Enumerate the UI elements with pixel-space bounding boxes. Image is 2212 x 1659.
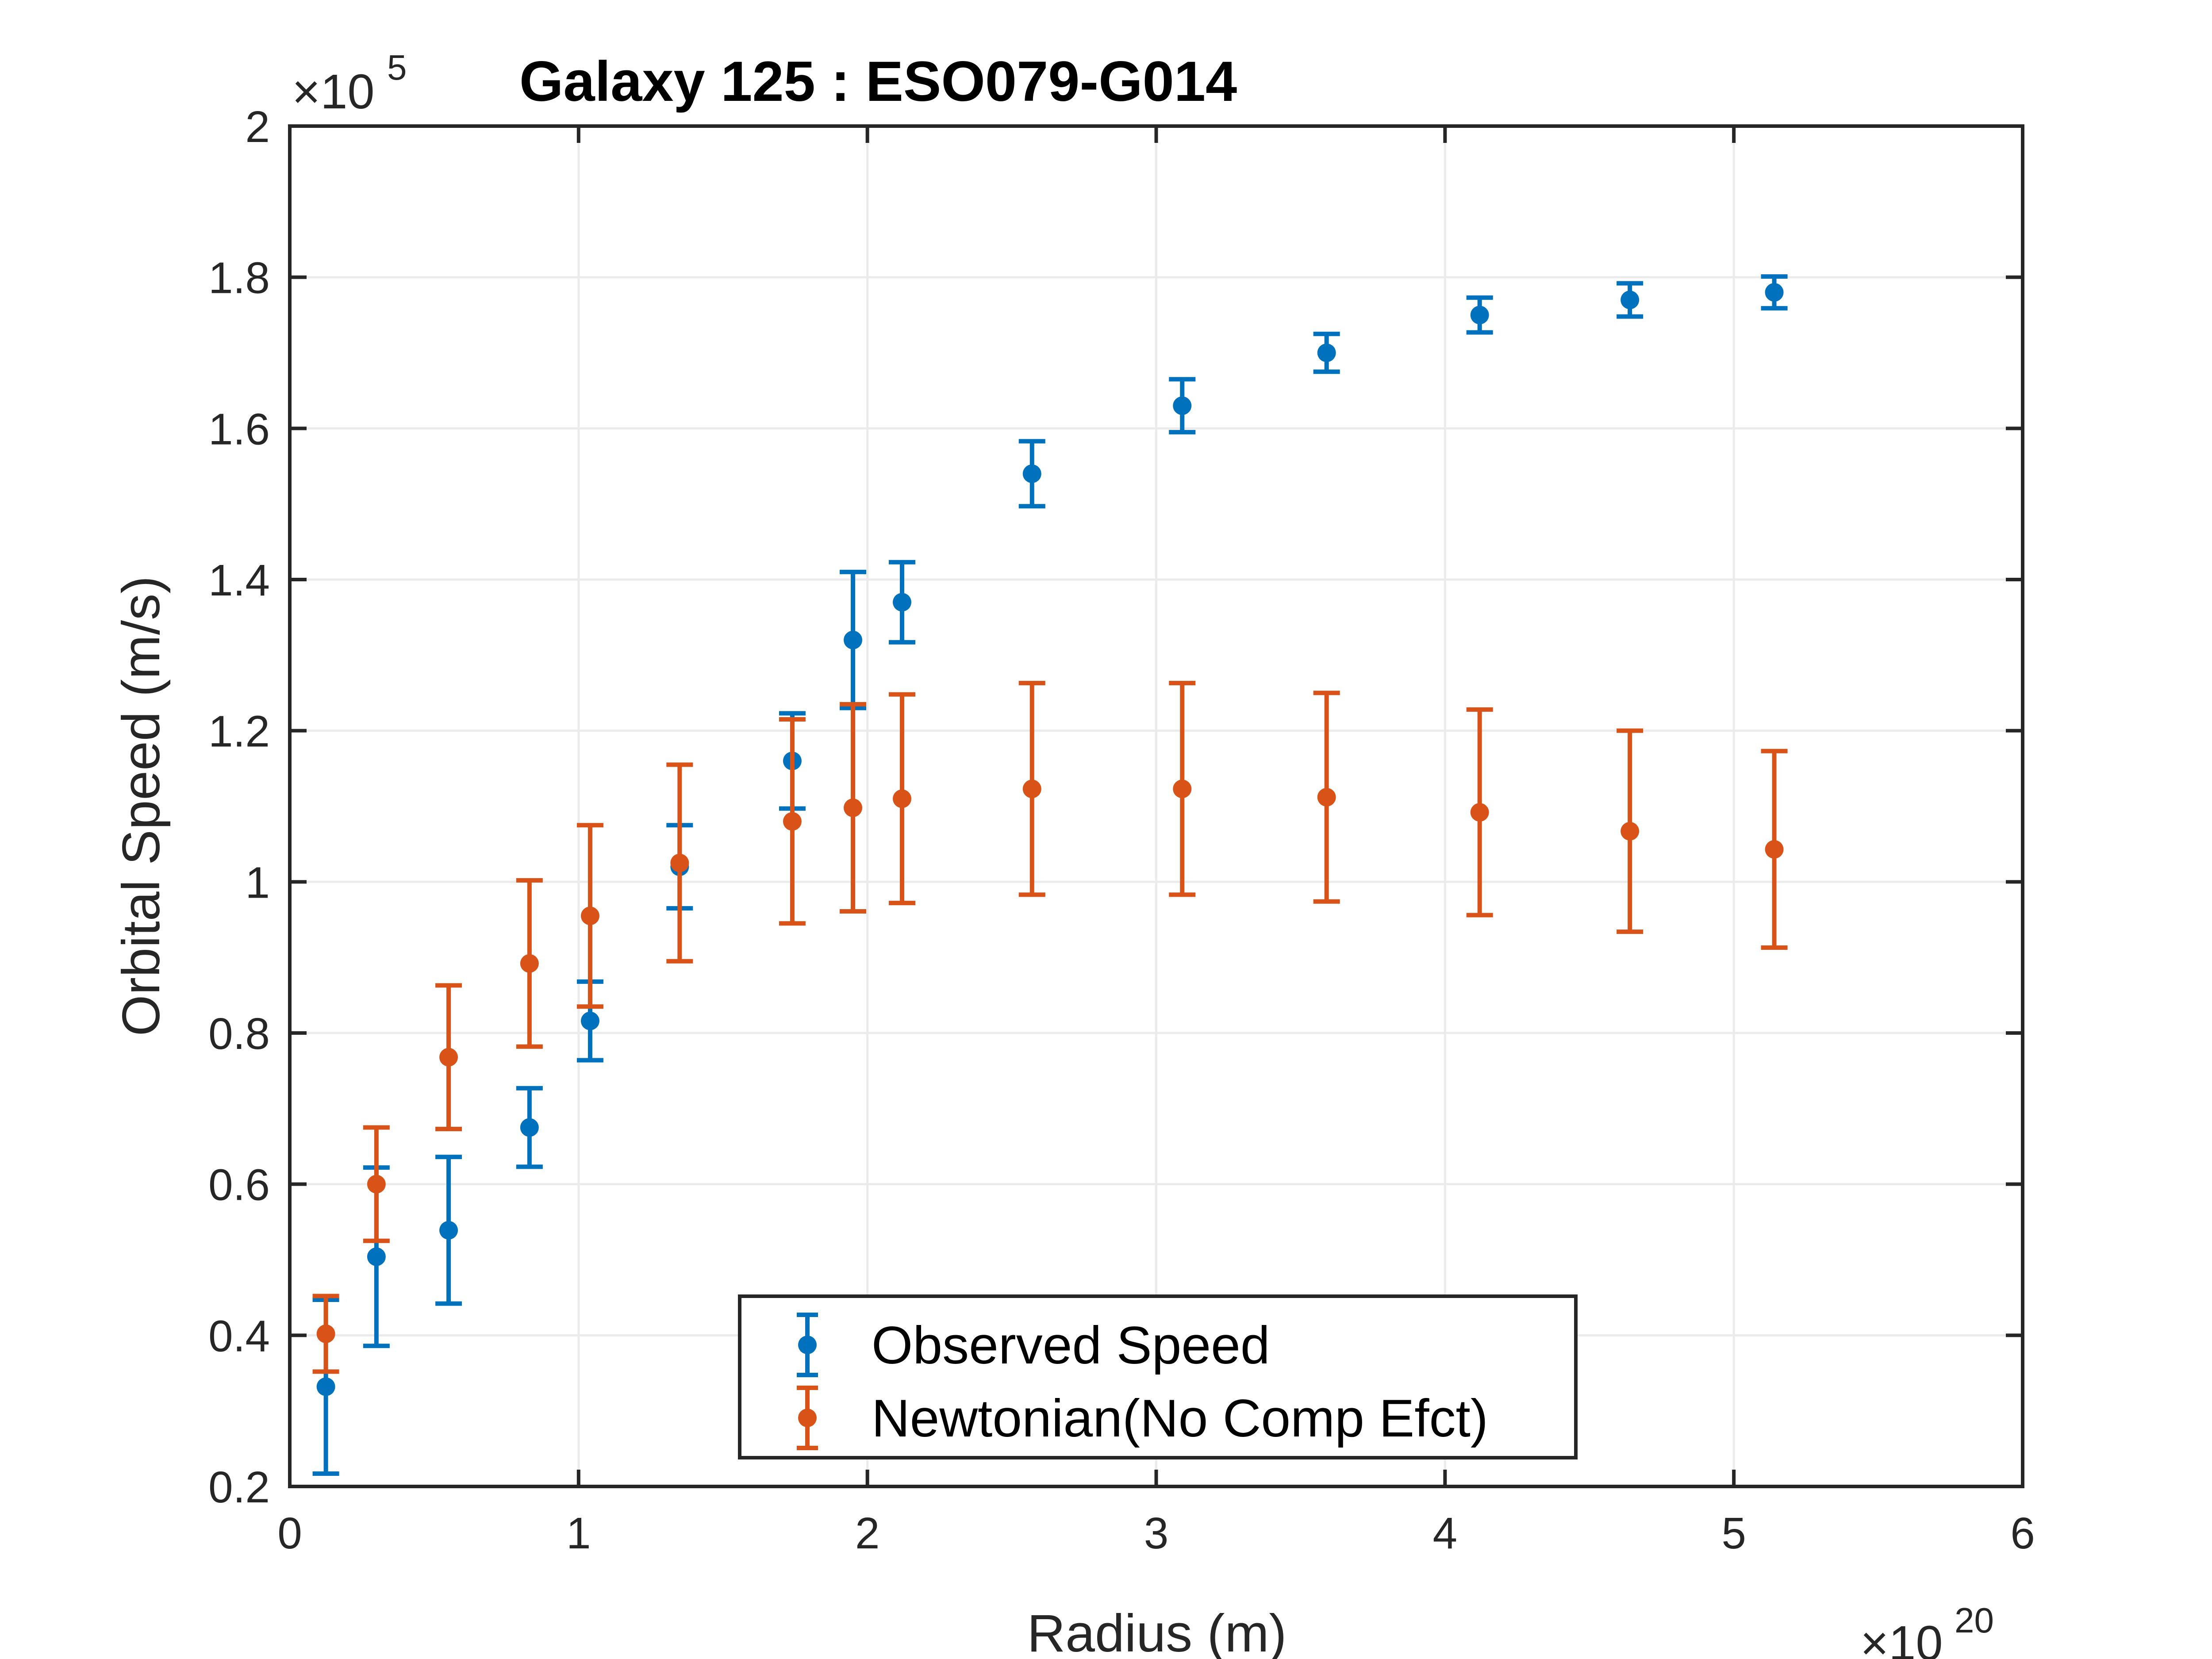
data-point [316, 1377, 335, 1396]
legend-marker [798, 1336, 817, 1354]
data-point [367, 1175, 386, 1194]
legend-box [738, 1294, 1578, 1459]
y-tick-label: 1.6 [208, 404, 270, 454]
x-multiplier-exponent: 20 [1955, 1601, 1994, 1640]
x-tick-label: 4 [1433, 1509, 1458, 1558]
y-tick-label: 0.4 [208, 1311, 270, 1361]
data-point [783, 812, 802, 831]
data-point [893, 593, 912, 612]
data-point [844, 630, 863, 649]
y-tick-label: 2 [245, 102, 270, 152]
data-point [1317, 343, 1336, 362]
series-1 [312, 681, 1788, 1374]
data-point [1022, 464, 1041, 483]
y-axis-multiplier: ×10 5 [292, 48, 407, 119]
x-tick-label: 6 [2010, 1509, 2035, 1558]
legend-label: Newtonian(No Comp Efct) [872, 1389, 1488, 1448]
series-layer [312, 274, 1788, 1476]
y-tick-label: 0.6 [208, 1160, 270, 1210]
data-point [1765, 283, 1784, 302]
x-tick-label: 2 [855, 1509, 880, 1558]
y-multiplier-base: ×10 [292, 65, 375, 119]
data-point [1470, 306, 1489, 325]
data-point [580, 906, 599, 926]
data-point [520, 954, 539, 973]
y-tick-label: 1.2 [208, 707, 270, 757]
x-axis-label: Radius (m) [1027, 1604, 1287, 1659]
y-axis-label: Orbital Speed (m/s) [111, 576, 171, 1036]
y-multiplier-exponent: 5 [387, 48, 407, 87]
y-tick-label: 1 [245, 858, 270, 907]
x-tick-label: 5 [1721, 1509, 1746, 1558]
data-point [520, 1118, 539, 1137]
x-tick-label: 3 [1144, 1509, 1169, 1558]
data-point [670, 853, 689, 872]
data-point [1022, 780, 1041, 799]
x-multiplier-base: ×10 [1860, 1616, 1943, 1659]
legend-item-observed: Observed Speed [797, 1313, 1270, 1377]
data-point [1621, 290, 1640, 309]
y-tick-label: 1.4 [208, 556, 270, 605]
legend-item-newtonian: Newtonian(No Comp Efct) [797, 1386, 1488, 1450]
data-point [367, 1247, 386, 1266]
x-tick-label: 1 [566, 1509, 591, 1558]
data-point [1173, 780, 1192, 799]
axis-ticks: 0 1 2 3 4 5 6 0.2 0.4 0.6 0.8 1 1.2 1.4 1.6 1.8 2 [208, 102, 2035, 1558]
legend-marker [798, 1409, 817, 1427]
data-point [316, 1324, 335, 1343]
y-tick-label: 0.8 [208, 1009, 270, 1059]
data-point [844, 798, 863, 817]
data-point [580, 1011, 599, 1030]
data-point [1765, 840, 1784, 859]
legend-label: Observed Speed [872, 1316, 1270, 1375]
data-point [1621, 822, 1640, 841]
data-point [1173, 396, 1192, 415]
y-tick-label: 1.8 [208, 253, 270, 303]
y-tick-label: 0.2 [208, 1463, 270, 1512]
data-point [439, 1221, 458, 1240]
x-axis-multiplier: ×10 20 [1860, 1601, 1994, 1659]
x-tick-label: 0 [277, 1509, 302, 1558]
legend: Observed Speed Newtonian(No Comp Efct) [738, 1294, 1578, 1459]
data-point [439, 1048, 458, 1067]
chart-title: Galaxy 125 : ESO079-G014 [519, 50, 1237, 113]
data-point [1470, 803, 1489, 822]
data-point [893, 789, 912, 808]
data-point [1317, 788, 1336, 806]
